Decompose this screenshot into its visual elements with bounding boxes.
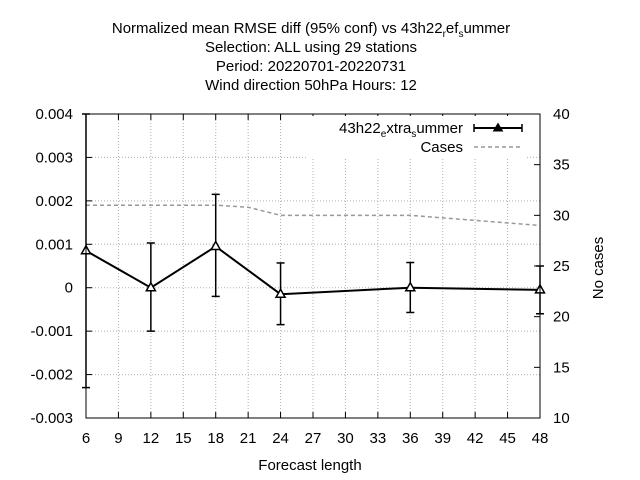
x-tick-label: 42: [467, 430, 484, 447]
chart-title-line2: Selection: ALL using 29 stations: [205, 39, 417, 56]
y-tick-label: 0.002: [35, 193, 73, 210]
y-tick-label: -0.001: [30, 323, 73, 340]
data-point-triangle: [274, 287, 287, 298]
x-tick-label: 33: [370, 430, 387, 447]
x-tick-label: 9: [114, 430, 122, 447]
x-tick-label: 48: [532, 430, 549, 447]
legend-label-cases: Cases: [420, 139, 463, 156]
y2-tick-label: 15: [553, 359, 570, 376]
data-point-triangle: [209, 239, 222, 251]
y-tick-label: 0.001: [35, 236, 73, 253]
x-axis-label: Forecast length: [258, 457, 361, 474]
cases-line: [86, 204, 541, 227]
series-line: [85, 245, 541, 296]
x-tick-label: 18: [207, 430, 224, 447]
y2-tick-label: 30: [553, 207, 570, 224]
y2-tick-label: 10: [553, 410, 570, 427]
plot-frame: [85, 113, 541, 419]
x-tick-label: 6: [82, 430, 90, 447]
chart-title-line4: Wind direction 50hPa Hours: 12: [205, 77, 417, 94]
legend-marker-triangle: [492, 122, 504, 132]
data-point-triangle: [404, 281, 417, 292]
y-tick-label: -0.002: [30, 367, 73, 384]
x-tick-label: 30: [337, 430, 354, 447]
legend: 43h22extrasummer Cases: [306, 116, 526, 158]
chart-title-line1: Normalized mean RMSE diff (95% conf) vs …: [112, 20, 510, 40]
y-tick-label: 0: [65, 280, 73, 297]
x-tick-label: 15: [175, 430, 192, 447]
y2-axis-label: No cases: [590, 237, 607, 300]
legend-background: [306, 116, 526, 158]
x-tick-label: 24: [272, 430, 289, 447]
grid-lines: [86, 114, 540, 418]
legend-label-series1: 43h22extrasummer: [339, 120, 463, 140]
y2-tick-label: 35: [553, 157, 570, 174]
y2-tick-label: 25: [553, 258, 570, 275]
x-tick-label: 45: [499, 430, 516, 447]
y-tick-label: -0.003: [30, 410, 73, 427]
x-tick-label: 12: [143, 430, 160, 447]
x-tick-label: 27: [305, 430, 322, 447]
y-tick-label: 0.004: [35, 106, 73, 123]
y2-tick-label: 20: [553, 309, 570, 326]
y2-tick-label: 40: [553, 106, 570, 123]
tick-labels: 6 9 12 15 18 21 24 27 30 33 36 39 42 45 48 0.004 0.003 0.…: [30, 106, 569, 447]
y-tick-label: 0.003: [35, 149, 73, 166]
data-point-triangle: [145, 281, 157, 292]
chart-title-line3: Period: 20220701-20220731: [216, 58, 406, 75]
x-tick-label: 21: [240, 430, 257, 447]
x-tick-label: 39: [434, 430, 451, 447]
x-tick-label: 36: [402, 430, 419, 447]
